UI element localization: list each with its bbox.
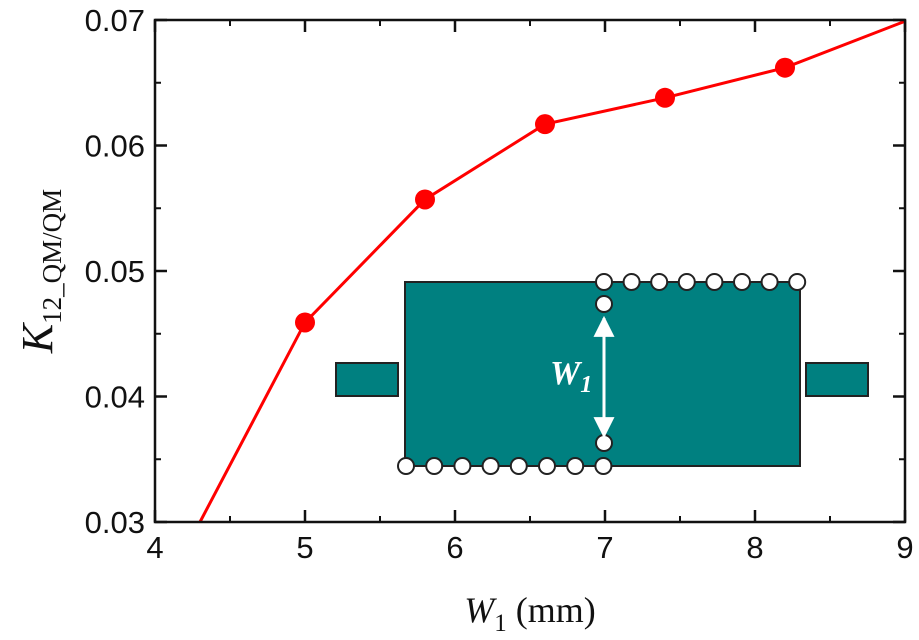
x-tick-label: 4 xyxy=(146,530,163,565)
via-hole xyxy=(425,457,444,475)
via-hole xyxy=(481,457,500,475)
via-hole xyxy=(760,273,779,291)
via-hole xyxy=(733,273,751,291)
x-tick-label: 5 xyxy=(296,530,313,565)
via-hole xyxy=(397,457,415,475)
via-hole xyxy=(595,273,613,291)
inset-left-feed-line xyxy=(335,362,399,397)
data-point-marker xyxy=(415,189,435,210)
inset-right-feed-line xyxy=(805,362,869,397)
x-axis-title: W1 (mm) xyxy=(464,590,595,637)
via-hole xyxy=(594,457,613,475)
x-tick-label: 8 xyxy=(746,530,763,565)
inset-w1-label: W1 xyxy=(550,355,592,398)
via-hole xyxy=(566,457,585,475)
y-tick-label: 0.07 xyxy=(85,3,145,38)
via-hole xyxy=(595,434,613,452)
y-tick-label: 0.05 xyxy=(85,254,145,289)
data-point-marker xyxy=(295,312,315,333)
via-hole xyxy=(650,273,669,291)
x-tick-label: 6 xyxy=(446,530,463,565)
ticks-layer: 4 5 6 7 8 9 0.03 0.04 0.05 0.06 0.07 xyxy=(85,3,914,565)
resonator-inset-diagram: W1 xyxy=(335,273,869,475)
via-hole xyxy=(595,295,613,313)
x-tick-label: 7 xyxy=(596,530,613,565)
y-tick-label: 0.04 xyxy=(85,380,145,415)
via-hole xyxy=(453,457,472,475)
x-tick-label: 9 xyxy=(896,530,913,565)
via-hole xyxy=(677,273,696,291)
data-point-marker xyxy=(775,57,795,78)
via-hole xyxy=(788,273,807,291)
via-hole xyxy=(509,457,528,475)
y-axis-title: K12_QM/QM xyxy=(13,189,67,354)
inset-via-holes xyxy=(397,273,807,475)
y-tick-label: 0.03 xyxy=(85,505,145,540)
via-hole xyxy=(538,457,556,475)
data-point-marker xyxy=(535,114,555,135)
plot-frame xyxy=(153,18,907,524)
y-tick-label: 0.06 xyxy=(85,129,145,164)
via-hole xyxy=(705,273,724,291)
series-layer xyxy=(198,19,906,523)
via-hole xyxy=(622,273,641,291)
data-point-marker xyxy=(655,87,675,108)
